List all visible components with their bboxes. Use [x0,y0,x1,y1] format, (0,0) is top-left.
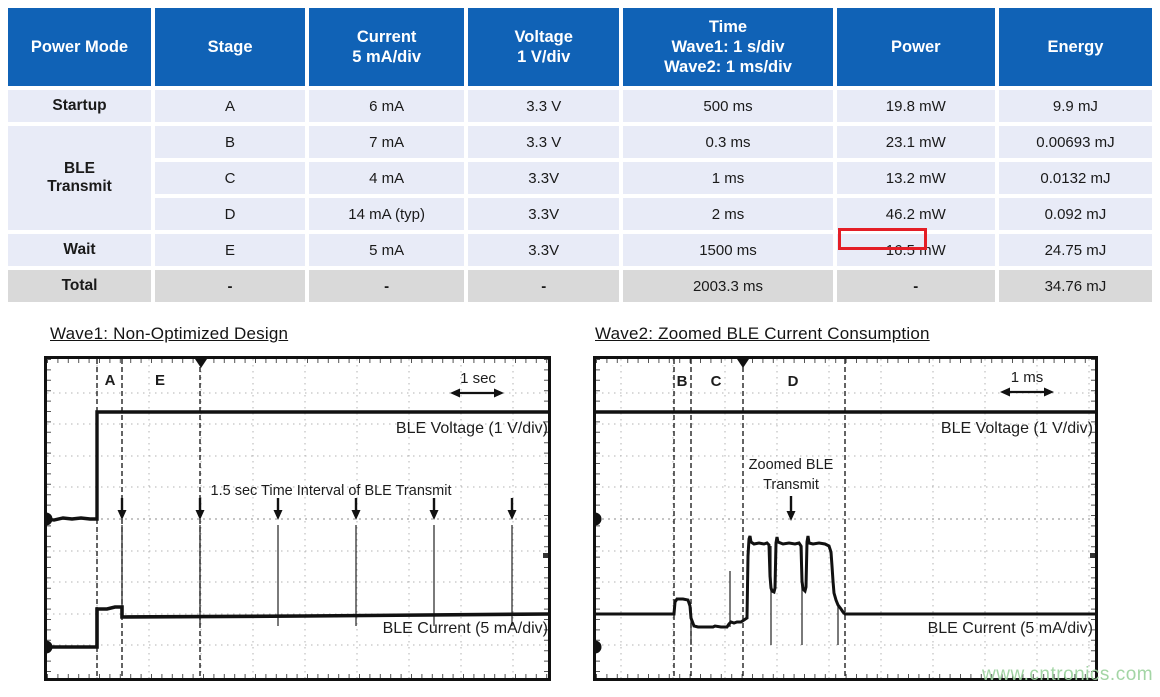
wait-voltage-cell: 3.3V [468,234,620,266]
startup-time-cell: 500 ms [623,90,833,122]
time-scale-label: 1 sec [460,370,496,387]
right-edge-marker [1090,553,1095,558]
time-scale-arrow-icon [450,388,504,398]
startup-mode-cell: Startup [8,90,152,122]
row-ble-c: C 4 mA 3.3V 1 ms 13.2 mW 0.0132 mJ [8,162,1152,194]
ble-d-stage-cell: D [155,198,306,230]
header-stage: Stage [155,8,306,86]
voltage-trace-label: BLE Voltage (1 V/div) [396,420,548,437]
startup-energy-cell: 9.9 mJ [998,90,1152,122]
wave2-title: Wave2: Zoomed BLE Current Consumption [595,324,930,343]
stage-b-label: B [677,373,688,390]
current-ground-marker [593,640,602,654]
wait-power-cell: 16.5 mW [836,234,995,266]
total-stage-cell: - [155,270,306,302]
current-trace-label: BLE Current (5 mA/div) [928,620,1093,637]
ble-d-time-cell: 2 ms [623,198,833,230]
ble-b-current-cell: 7 mA [309,126,465,158]
interval-annotation: 1.5 sec Time Interval of BLE Transmit [211,483,452,499]
current-trace-label: BLE Current (5 mA/div) [383,620,548,637]
wave2-oscilloscope: B C D 1 ms BLE Voltage (1 V/div) Zoomed … [593,356,1098,681]
ble-c-time-cell: 1 ms [623,162,833,194]
right-edge-marker [543,553,548,558]
ble-b-stage-cell: B [155,126,306,158]
current-trace [46,605,550,649]
trigger-marker-icon [737,359,749,368]
wait-mode-cell: Wait [8,234,152,266]
wave1-title: Wave1: Non-Optimized Design [50,324,289,343]
row-wait: Wait E 5 mA 3.3V 1500 ms 16.5 mW 24.75 m… [8,234,1152,266]
startup-stage-cell: A [155,90,306,122]
header-time: Time Wave1: 1 s/div Wave2: 1 ms/div [623,8,833,86]
interval-arrow-icons [117,498,517,520]
power-measurement-table: Power Mode Stage Current 5 mA/div Voltag… [4,4,1156,306]
total-time-cell: 2003.3 ms [623,270,833,302]
zoomed-transmit-annotation-line2: Transmit [763,477,819,493]
stage-e-label: E [155,372,165,389]
zoomed-transmit-arrow-icon [786,496,796,521]
total-current-cell: - [309,270,465,302]
header-energy: Energy [998,8,1152,86]
header-current: Current 5 mA/div [309,8,465,86]
watermark: www.cntronics.com [982,664,1154,685]
time-scale-arrow-icon [1000,387,1054,397]
highlight-box [838,228,927,250]
total-mode-cell: Total [8,270,152,302]
ble-b-time-cell: 0.3 ms [623,126,833,158]
wait-energy-cell: 24.75 mJ [998,234,1152,266]
ble-c-energy-cell: 0.0132 mJ [998,162,1152,194]
ble-c-stage-cell: C [155,162,306,194]
wave1-oscilloscope: A E 1 sec BLE Voltage (1 V/div) 1.5 sec … [44,356,551,681]
transmit-spikes [121,525,513,626]
total-power-cell: - [836,270,995,302]
table-header-row: Power Mode Stage Current 5 mA/div Voltag… [8,8,1152,86]
ble-b-voltage-cell: 3.3 V [468,126,620,158]
stage-a-label: A [105,372,116,389]
voltage-trace [45,410,549,522]
current-trace [595,535,1096,629]
stage-c-label: C [711,373,722,390]
trigger-marker-icon [195,359,207,368]
ble-d-voltage-cell: 3.3V [468,198,620,230]
time-scale-label: 1 ms [1011,369,1044,386]
ble-d-current-cell: 14 mA (typ) [309,198,465,230]
ble-c-voltage-cell: 3.3V [468,162,620,194]
total-voltage-cell: - [468,270,620,302]
row-ble-d: D 14 mA (typ) 3.3V 2 ms 46.2 mW 0.092 mJ [8,198,1152,230]
wait-current-cell: 5 mA [309,234,465,266]
ble-c-current-cell: 4 mA [309,162,465,194]
wait-time-cell: 1500 ms [623,234,833,266]
stage-d-label: D [788,373,799,390]
current-ground-marker [44,640,53,654]
ble-b-energy-cell: 0.00693 mJ [998,126,1152,158]
row-ble-b: BLE Transmit B 7 mA 3.3 V 0.3 ms 23.1 mW… [8,126,1152,230]
ble-d-power-cell: 46.2 mW [836,198,995,230]
startup-voltage-cell: 3.3 V [468,90,620,122]
voltage-ground-marker [44,512,53,526]
header-power-mode: Power Mode [8,8,152,86]
ble-b-power-cell: 23.1 mW [836,126,995,158]
ble-transmit-mode-cell: BLE Transmit [8,126,152,230]
row-startup: Startup A 6 mA 3.3 V 500 ms 19.8 mW 9.9 … [8,90,1152,122]
header-power-mode-label: Power Mode [30,37,129,56]
scope-border-ticks [47,359,548,678]
startup-power-cell: 19.8 mW [836,90,995,122]
voltage-ground-marker [593,512,602,526]
startup-current-cell: 6 mA [309,90,465,122]
header-stage-label: Stage [207,37,253,56]
ble-c-power-cell: 13.2 mW [836,162,995,194]
zoomed-transmit-annotation-line1: Zoomed BLE [749,457,834,473]
ble-d-energy-cell: 0.092 mJ [998,198,1152,230]
header-voltage: Voltage 1 V/div [468,8,620,86]
voltage-trace-label: BLE Voltage (1 V/div) [941,420,1093,437]
total-energy-cell: 34.76 mJ [998,270,1152,302]
row-total: Total - - - 2003.3 ms - 34.76 mJ [8,270,1152,302]
header-power: Power [836,8,995,86]
wait-stage-cell: E [155,234,306,266]
